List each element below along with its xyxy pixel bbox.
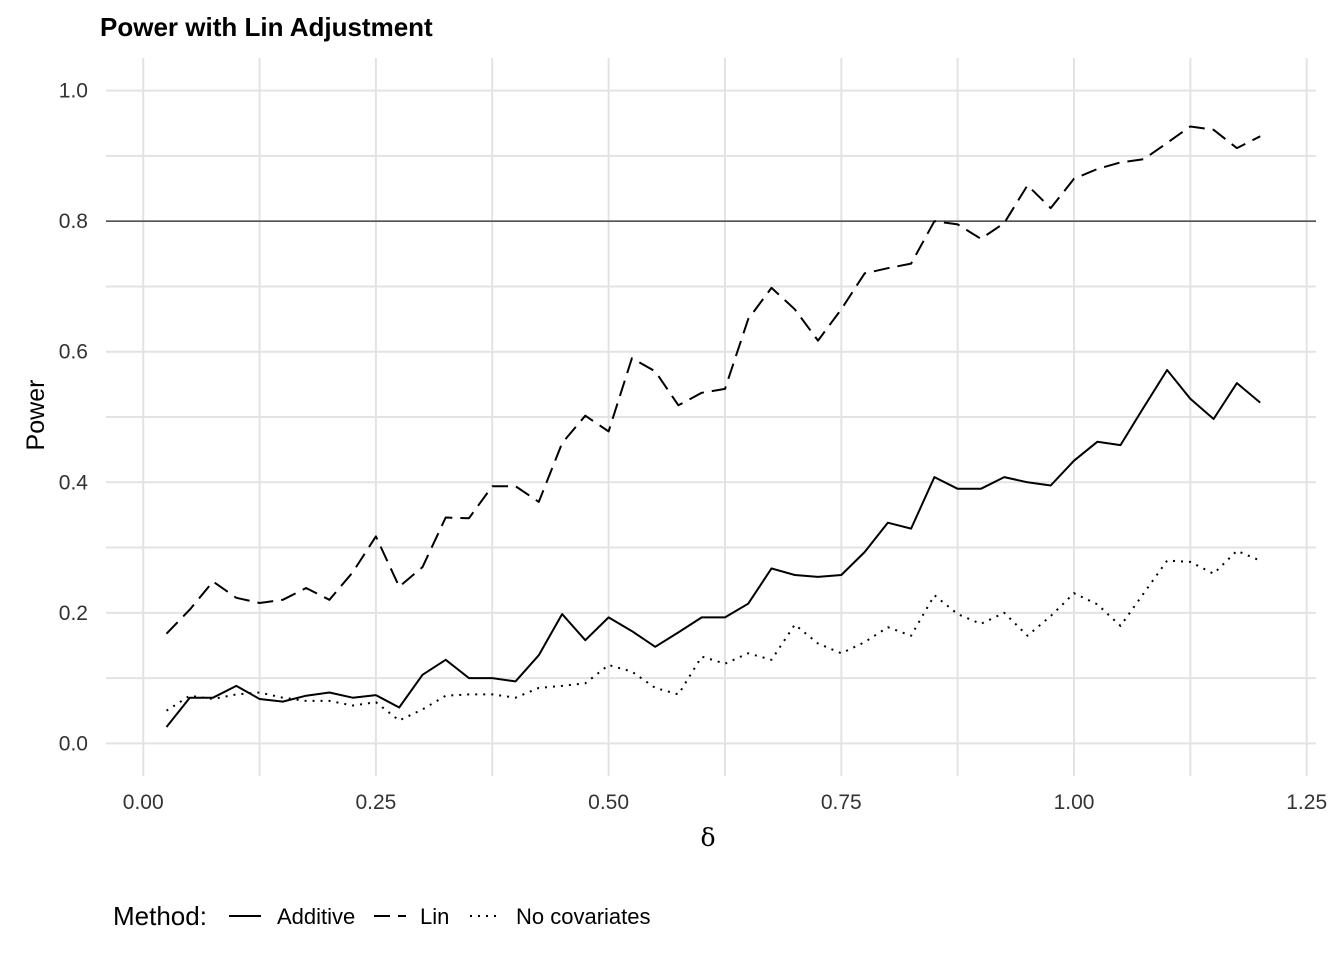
x-tick-label: 1.25: [1286, 791, 1327, 814]
y-axis-title: Power: [22, 380, 50, 451]
x-tick-label: 0.75: [821, 791, 862, 814]
y-tick-label: 0.6: [59, 341, 88, 364]
x-tick-label: 0.25: [355, 791, 396, 814]
y-tick-label: 0.2: [59, 602, 88, 625]
x-tick-label: 0.50: [588, 791, 629, 814]
x-tick-label: 1.00: [1054, 791, 1095, 814]
x-tick-label: 0.00: [123, 791, 164, 814]
series-lin: [165, 125, 1261, 635]
legend-label: Additive: [277, 904, 355, 929]
y-tick-label: 0.4: [59, 471, 89, 494]
series-lines: [165, 125, 1261, 728]
y-tick-label: 0.0: [59, 732, 88, 755]
x-tick-labels: 0.00 0.25 0.50 0.75 1.00 1.25: [123, 791, 1327, 814]
grid-lines: [106, 58, 1316, 776]
x-axis-title: δ: [700, 823, 715, 852]
legend: Method: Additive Lin No covariates: [113, 901, 651, 931]
chart-title: Power with Lin Adjustment: [100, 12, 433, 42]
legend-label: No covariates: [516, 904, 651, 929]
y-tick-labels: 0.0 0.2 0.4 0.6 0.8 1.0: [59, 80, 89, 756]
y-tick-label: 0.8: [59, 210, 88, 233]
legend-title: Method:: [113, 901, 207, 931]
y-tick-label: 1.0: [59, 80, 88, 103]
series-additive: [165, 369, 1261, 728]
legend-label: Lin: [420, 904, 449, 929]
series-no-covariates: [165, 549, 1261, 722]
